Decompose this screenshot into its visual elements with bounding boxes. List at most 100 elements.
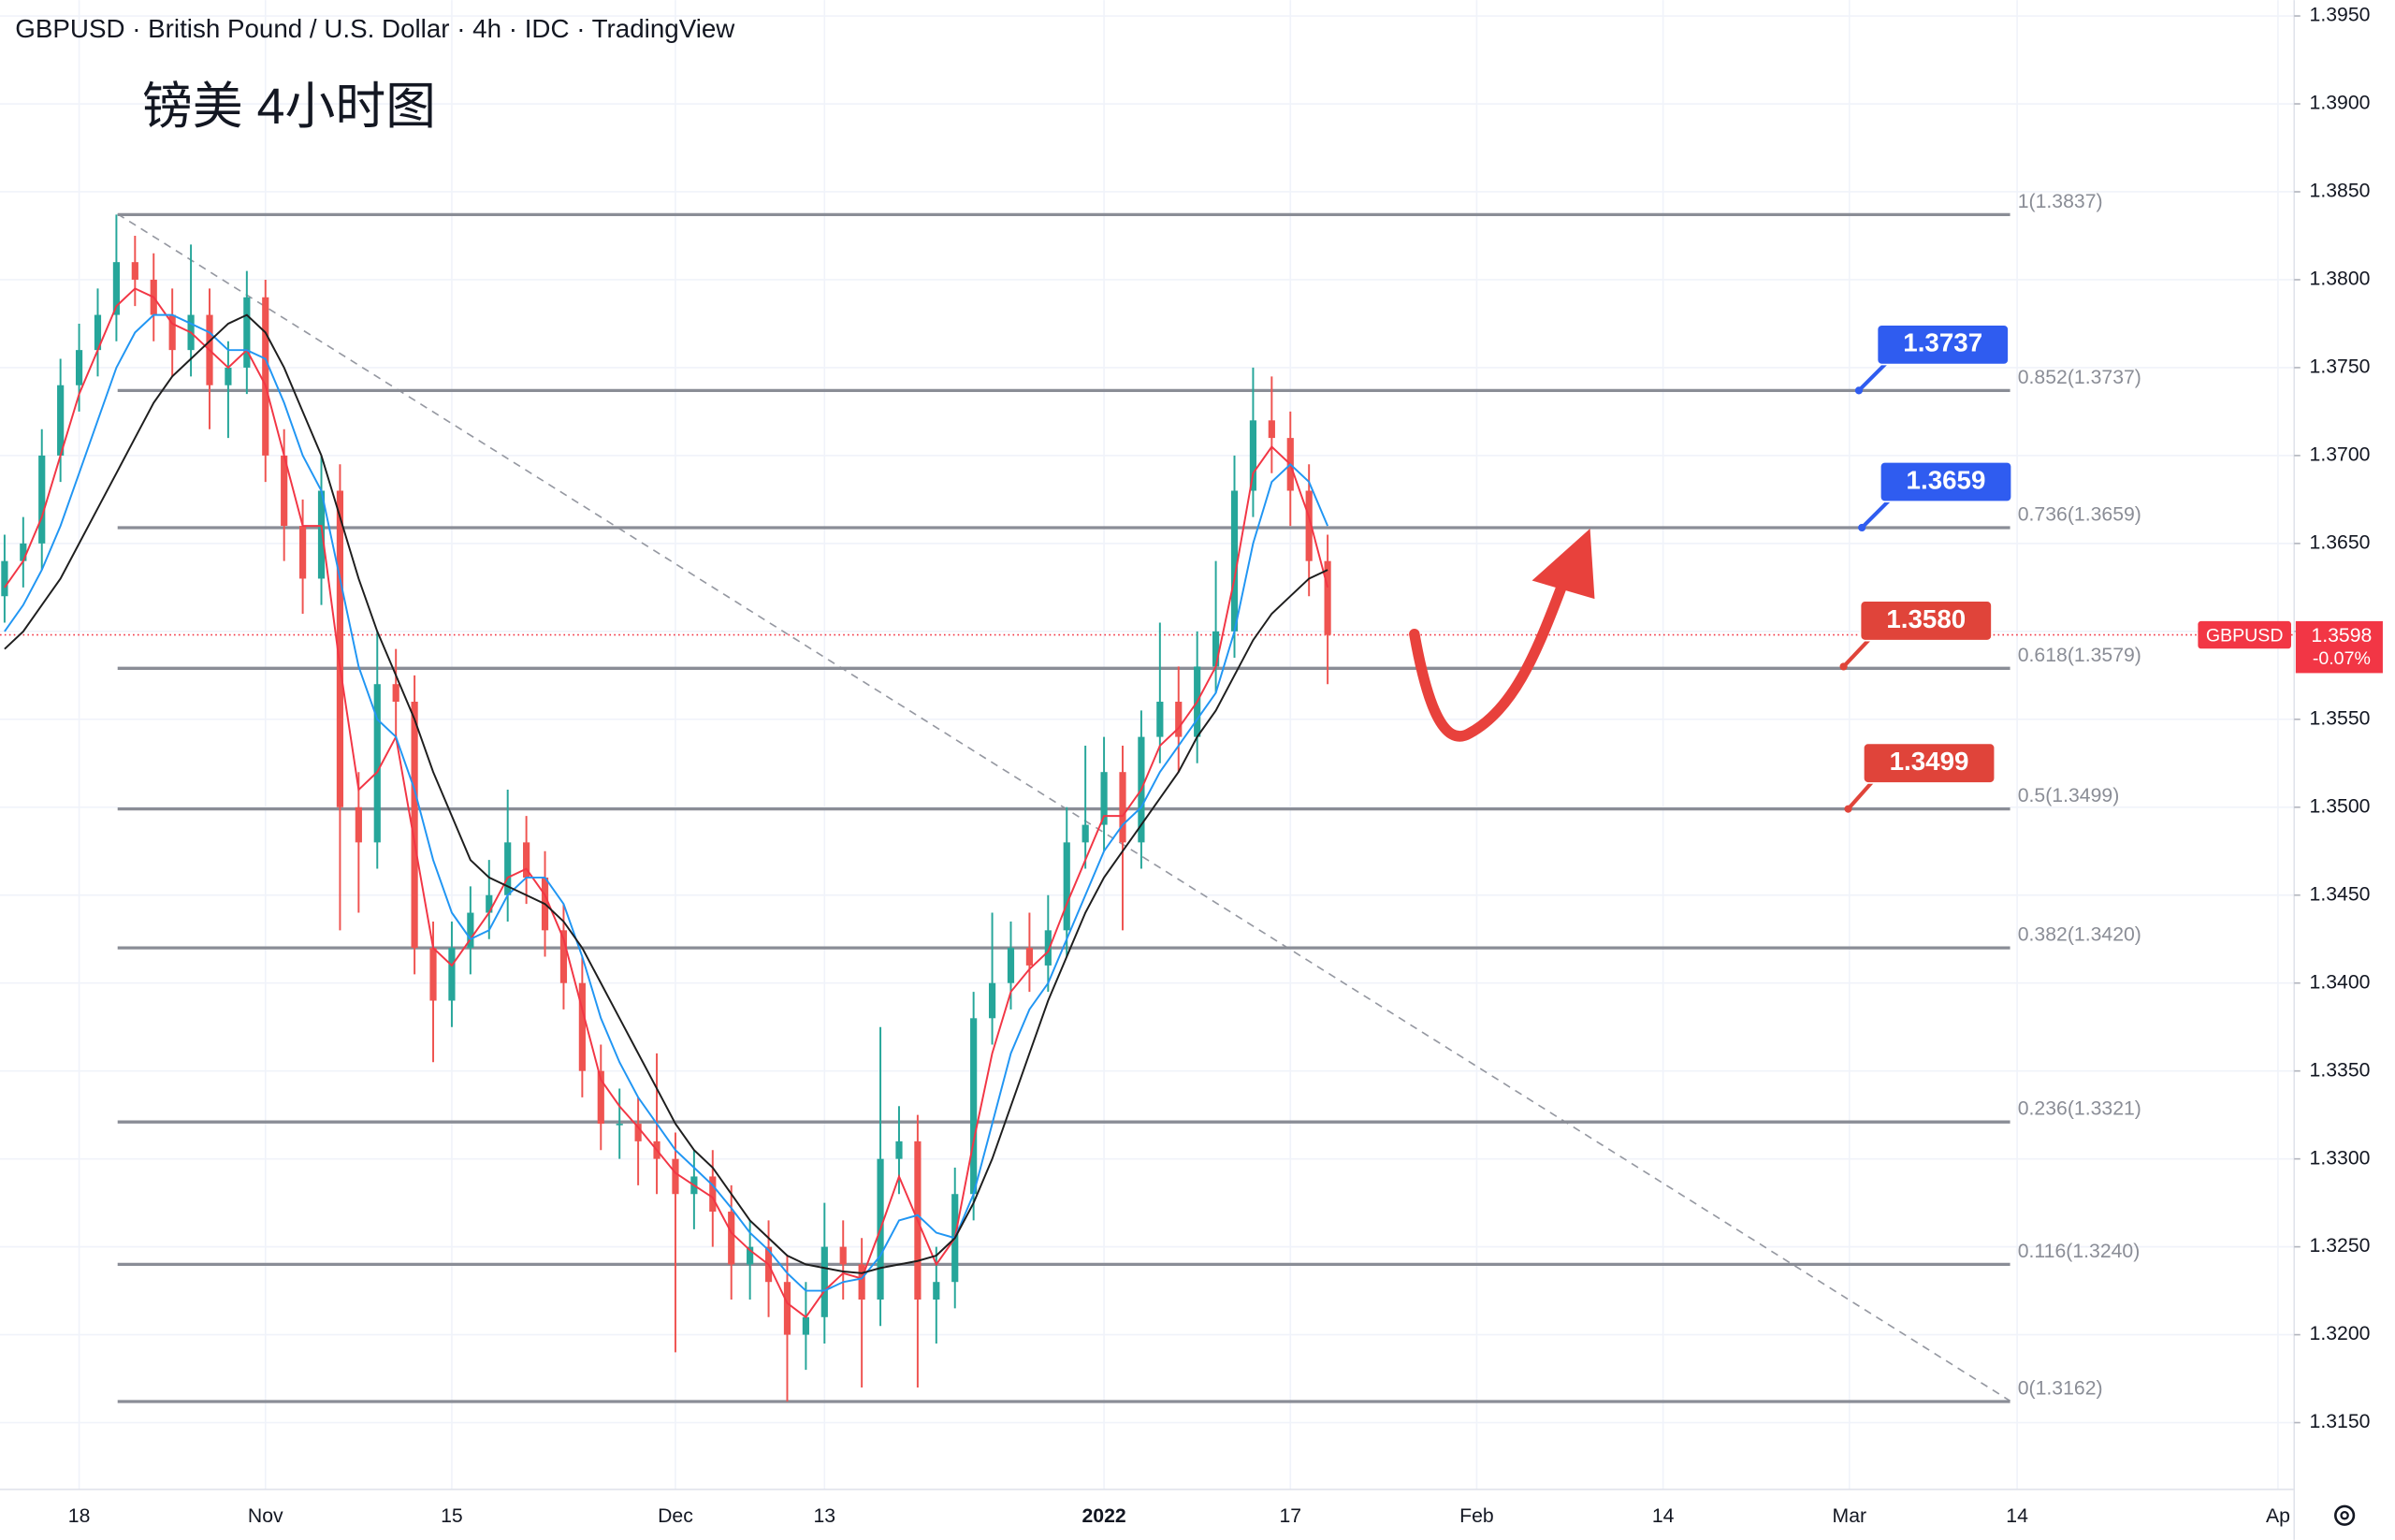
candle-body — [112, 262, 120, 315]
price-tag-label: 1.3598 — [2311, 625, 2372, 647]
candle-body — [1305, 490, 1313, 561]
fib-label: 0.116(1.3240) — [2018, 1241, 2141, 1262]
y-tick-label: 1.3550 — [2310, 707, 2371, 729]
candle-body — [1100, 772, 1108, 825]
y-tick-label: 1.3950 — [2310, 5, 2371, 26]
candle-body — [336, 490, 344, 807]
candle-body — [672, 1158, 679, 1195]
candle-body — [1230, 490, 1239, 632]
x-tick-label: 14 — [1652, 1505, 1675, 1527]
x-tick-label: Ap — [2266, 1505, 2290, 1527]
fib-label: 0.618(1.3579) — [2018, 645, 2141, 666]
candle-body — [168, 314, 176, 351]
y-tick-label: 1.3200 — [2310, 1323, 2371, 1344]
callout-anchor — [1854, 386, 1864, 395]
callout-pointer — [1857, 361, 1888, 392]
y-tick-label: 1.3350 — [2310, 1059, 2371, 1081]
candle-body — [616, 1124, 623, 1126]
chart-header: GBPUSD · British Pound / U.S. Dollar · 4… — [15, 14, 735, 43]
moving-average — [4, 313, 1329, 1292]
moving-average — [4, 313, 1328, 1274]
fib-label: 0.382(1.3420) — [2018, 924, 2141, 946]
x-tick-label: Feb — [1459, 1505, 1494, 1527]
fib-label: 0.852(1.3737) — [2018, 367, 2141, 388]
x-tick-label: 18 — [68, 1505, 91, 1527]
candle-body — [523, 842, 530, 878]
candle-body — [858, 1264, 865, 1300]
candle-body — [131, 262, 138, 280]
candle-body — [448, 948, 456, 1001]
candle-body — [597, 1070, 604, 1125]
callout-label: 1.3499 — [1890, 747, 1969, 776]
price-tag — [2295, 620, 2383, 674]
candle-body — [1044, 930, 1052, 966]
candle-body — [820, 1246, 828, 1317]
candle-body — [57, 385, 65, 456]
candle-body — [299, 526, 307, 579]
callout-box — [1879, 460, 2013, 503]
price-change-label: -0.07% — [2313, 648, 2371, 669]
candle-body — [895, 1140, 903, 1159]
candle-body — [1268, 420, 1275, 439]
candle-body — [1007, 948, 1015, 983]
candle-body — [1249, 420, 1257, 491]
candle-body — [317, 490, 326, 579]
candle-body — [559, 930, 568, 983]
candle-body — [467, 912, 474, 949]
candle-body — [1175, 702, 1183, 737]
candle-body — [1156, 702, 1164, 737]
y-tick-label: 1.3750 — [2310, 356, 2371, 378]
x-tick-label: 14 — [2006, 1505, 2028, 1527]
y-tick-label: 1.3650 — [2310, 531, 2371, 553]
callout-pointer — [1842, 637, 1871, 668]
callout-box — [1863, 742, 1996, 784]
candle-body — [355, 806, 362, 843]
x-tick-label: 15 — [441, 1505, 463, 1527]
candle-body — [281, 455, 288, 527]
chart-title: 镑美 4小时图 — [142, 79, 436, 135]
candle-body — [411, 702, 418, 949]
fib-retracement: 1(1.3837) 0.852(1.3737) 0.736(1.3659) 0.618… — [0, 191, 2295, 1403]
x-tick-label: 17 — [1279, 1505, 1301, 1527]
candle-body — [429, 948, 437, 1001]
candle-body — [1324, 560, 1331, 635]
moving-average — [4, 287, 1329, 1319]
callout-label: 1.3737 — [1903, 328, 1982, 357]
callout-anchor — [1839, 662, 1848, 671]
trend-line — [117, 213, 2011, 1402]
y-tick-label: 1.3400 — [2310, 971, 2371, 993]
settings-icon[interactable] — [2334, 1504, 2356, 1526]
symbol-tag-label: GBPUSD — [2206, 625, 2284, 646]
y-tick-label: 1.3500 — [2310, 795, 2371, 817]
plot — [1, 214, 1331, 1402]
candle-body — [578, 982, 586, 1071]
candle-body — [504, 842, 512, 895]
x-tick-label: Dec — [658, 1505, 693, 1527]
callout-label: 1.3659 — [1907, 465, 1986, 494]
callout-pointer — [1860, 499, 1892, 530]
y-tick-label: 1.3250 — [2310, 1235, 2371, 1257]
candle-body — [988, 982, 996, 1019]
candle-body — [392, 684, 399, 703]
candle-body — [262, 297, 269, 456]
candle-body — [839, 1246, 847, 1265]
candle-body — [1119, 772, 1126, 843]
y-tick-label: 1.3850 — [2310, 181, 2371, 202]
candle-body — [75, 350, 83, 385]
fib-label: 0(1.3162) — [2018, 1378, 2103, 1400]
candle-body — [783, 1282, 791, 1335]
candle-body — [1063, 842, 1070, 931]
grid — [0, 0, 2295, 1489]
x-tick-label: Mar — [1833, 1505, 1867, 1527]
candle-body — [1025, 948, 1033, 966]
candle-body — [373, 684, 381, 843]
axes: 1.3150 1.3200 1.3250 1.3300 1.3350 1.3400 1.34… — [68, 5, 2383, 1527]
fib-label: 0.5(1.3499) — [2018, 785, 2120, 806]
y-tick-label: 1.3450 — [2310, 883, 2371, 905]
candle-body — [94, 314, 102, 351]
candle-body — [20, 543, 27, 561]
y-tick-label: 1.3700 — [2310, 444, 2371, 466]
candle-body — [1212, 631, 1220, 667]
